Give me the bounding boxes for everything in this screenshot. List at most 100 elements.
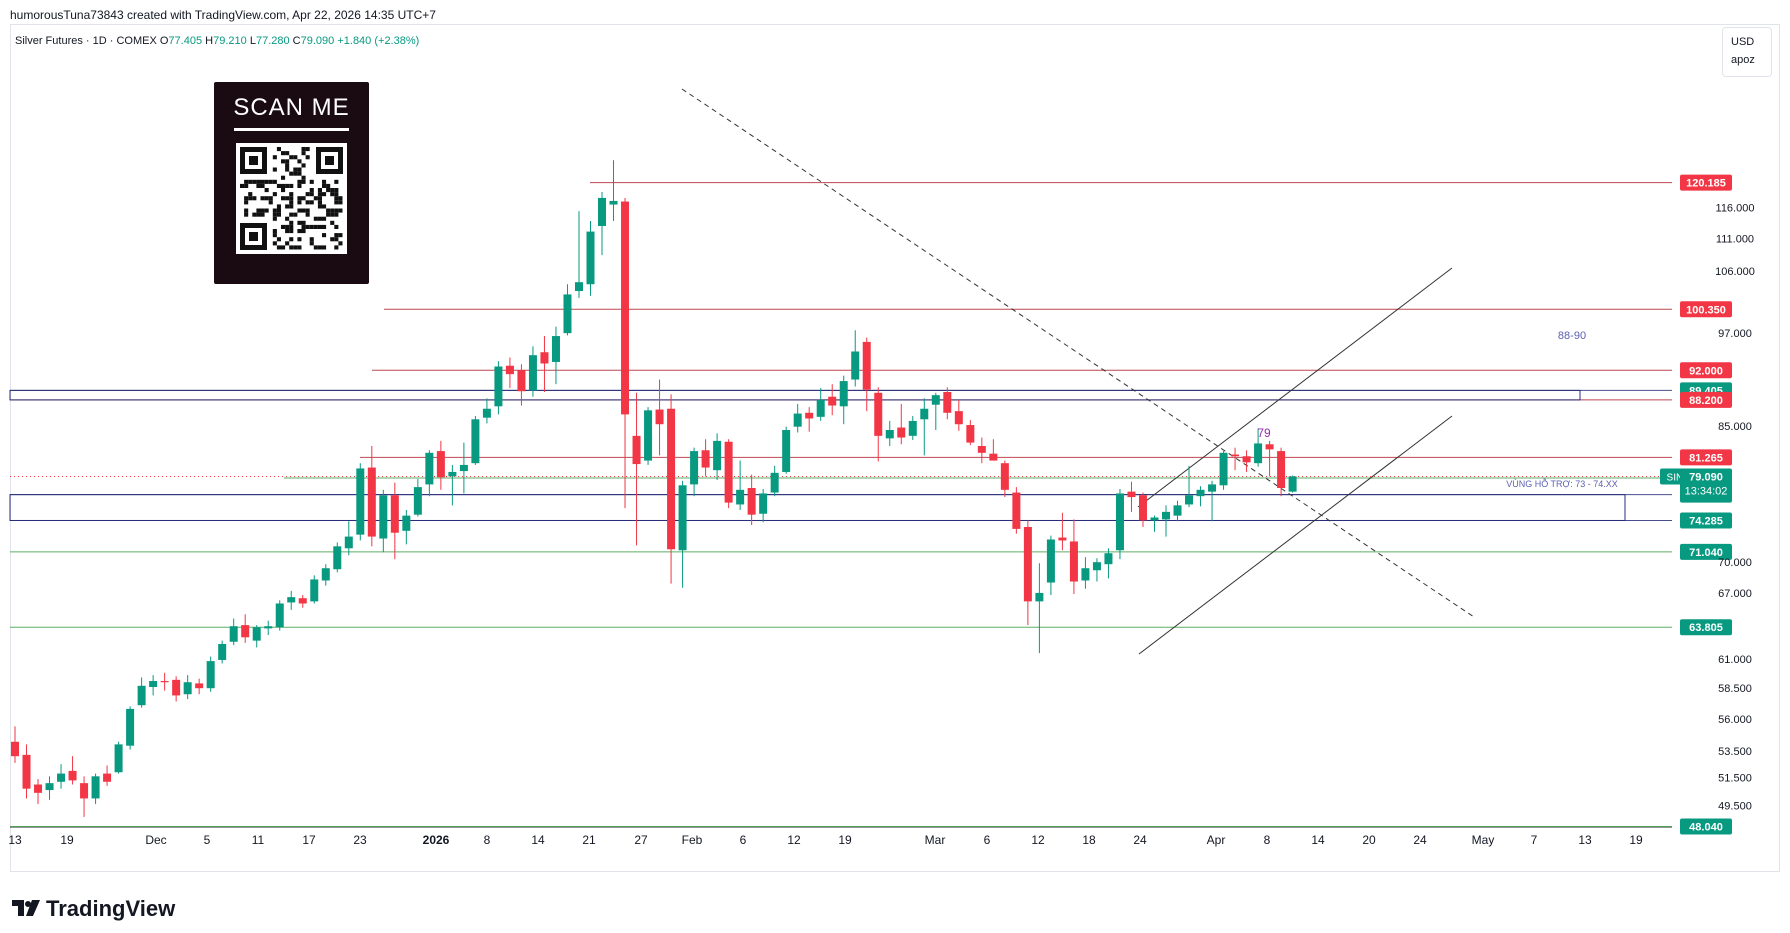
qr-module [322, 216, 327, 221]
qr-module [244, 196, 249, 201]
candle-body [425, 452, 434, 485]
qr-module [256, 183, 261, 188]
time-tick-label: 18 [1082, 833, 1096, 847]
qr-module [334, 208, 339, 213]
open-value: 77.405 [168, 35, 203, 47]
qr-module [305, 147, 310, 152]
qr-module [297, 220, 302, 225]
price-axis[interactable]: 116.000 111.000 106.000 97.000 85.000 70.000 6… [1715, 203, 1755, 813]
price-tick-label: 58.500 [1718, 683, 1752, 695]
candle-body [1242, 456, 1251, 463]
time-tick-label: 5 [204, 833, 211, 847]
qr-module [289, 183, 294, 188]
qr-module [272, 241, 277, 246]
price-tick-label: 56.000 [1718, 714, 1752, 726]
qr-module [289, 196, 294, 201]
price-level-badge [1680, 362, 1732, 379]
price-tick-label: 111.000 [1716, 233, 1754, 245]
qr-module [301, 151, 306, 156]
candle-body [1288, 476, 1297, 492]
qr-code [236, 143, 347, 254]
candle-body [793, 413, 802, 427]
qr-module [305, 155, 310, 160]
qr-module [289, 171, 294, 176]
currency-user: apoz [1731, 54, 1755, 66]
price-level-badge [1680, 301, 1732, 318]
annotation-support-zone: VÙNG HỖ TRỢ: 73 - 74.XX [1506, 478, 1618, 489]
brand-logo[interactable]: TradingView [12, 896, 175, 922]
qr-module [272, 216, 277, 221]
qr-module [334, 188, 339, 193]
candle-body [160, 681, 169, 683]
candle-body [367, 467, 376, 537]
qr-module [301, 208, 306, 213]
qr-module [285, 167, 290, 172]
time-tick-label: 27 [634, 833, 648, 847]
qr-module [264, 196, 269, 201]
qr-module [248, 179, 253, 184]
time-tick-label: 8 [1264, 833, 1271, 847]
qr-module [281, 175, 286, 180]
qr-module [317, 188, 322, 193]
price-level-badge [1680, 174, 1732, 191]
time-axis[interactable]: 13 19 Dec 5 11 17 23 2026 8 14 21 27 Feb 6 12 19 Mar 6 12 1… [8, 833, 1643, 847]
qr-module [276, 147, 281, 152]
price-level-label: 92.000 [1689, 365, 1723, 377]
candle-body [218, 644, 227, 660]
candle-body [103, 773, 112, 782]
time-tick-label: 8 [484, 833, 491, 847]
candle-body [528, 355, 537, 391]
qr-module [326, 212, 331, 217]
qr-module [317, 196, 322, 201]
trendlines [681, 88, 1475, 655]
candle-body [897, 427, 906, 438]
qr-module [256, 212, 261, 217]
symbol-name: Silver Futures · 1D · COMEX [15, 35, 157, 47]
qr-module [293, 212, 298, 217]
candle-body [45, 783, 54, 791]
qr-module [272, 212, 277, 217]
qr-module [285, 216, 290, 221]
price-tick-label: 53.500 [1718, 746, 1752, 758]
candle-body [195, 683, 204, 689]
candle-body [1115, 493, 1124, 551]
candle-body [80, 783, 89, 799]
qr-module [272, 233, 277, 238]
time-tick-label: 20 [1362, 833, 1376, 847]
qr-module [252, 212, 257, 217]
candle-body [1196, 489, 1205, 497]
candle-body [839, 381, 848, 407]
qr-module [301, 163, 306, 168]
candle-body [149, 681, 158, 687]
qr-module [330, 212, 335, 217]
time-tick-label: 24 [1133, 833, 1147, 847]
qr-module [289, 220, 294, 225]
currency-unit: USD [1731, 36, 1755, 48]
qr-module [293, 167, 298, 172]
qr-module [240, 183, 245, 188]
qr-module [317, 192, 322, 197]
candle-body [1081, 568, 1090, 581]
candle-body [298, 598, 307, 604]
candle-body [459, 464, 468, 472]
qr-module [272, 179, 277, 184]
price-level-badge [1680, 391, 1732, 408]
qr-module [297, 159, 302, 164]
candle-body [229, 626, 238, 642]
qr-module [272, 192, 277, 197]
time-tick-label: 19 [838, 833, 852, 847]
price-level-label: 74.285 [1689, 515, 1723, 527]
price-tick-label: 49.500 [1718, 800, 1752, 812]
qr-module [297, 237, 302, 242]
qr-module [297, 245, 302, 250]
time-tick-label: 2026 [423, 833, 450, 847]
high-label: H [205, 35, 214, 47]
symbol-legend[interactable]: Silver Futures · 1D · COMEX O77.405 H79.… [15, 35, 419, 47]
candle-body [344, 536, 353, 549]
qr-module [301, 229, 306, 234]
qr-module [272, 167, 277, 172]
currency-selector[interactable]: USD apoz [1722, 27, 1772, 77]
qr-module [317, 245, 322, 250]
high-value: 79.210 [213, 35, 247, 47]
